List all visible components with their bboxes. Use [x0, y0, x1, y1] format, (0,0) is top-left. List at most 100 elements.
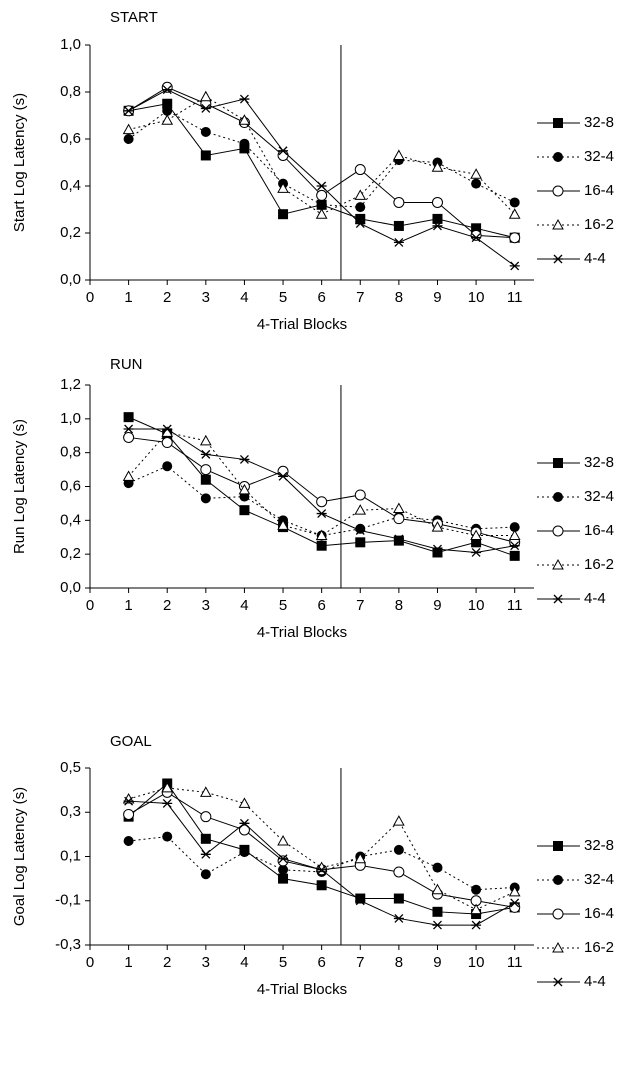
marker	[200, 493, 211, 504]
marker	[200, 126, 211, 137]
marker	[355, 526, 366, 535]
x-tick-label: 7	[356, 954, 364, 971]
x-tick-label: 2	[163, 954, 171, 971]
marker	[162, 424, 173, 434]
y-axis-label: Goal Log Latency (s)	[11, 787, 28, 926]
marker	[355, 219, 366, 229]
x-tick-label: 1	[124, 289, 132, 306]
legend-label: 16-2	[584, 216, 614, 233]
marker	[123, 431, 135, 443]
marker	[393, 196, 405, 208]
marker	[123, 836, 134, 847]
marker	[200, 833, 211, 844]
marker	[471, 223, 482, 234]
marker	[470, 229, 482, 241]
y-axis-label: Run Log Latency (s)	[11, 419, 28, 554]
marker	[432, 544, 443, 554]
y-tick-label: 1,2	[60, 376, 81, 393]
x-tick-label: 0	[86, 954, 94, 971]
marker	[471, 233, 482, 243]
marker	[162, 105, 173, 116]
marker	[354, 164, 366, 176]
x-axis-label: 4-Trial Blocks	[257, 624, 347, 641]
marker	[122, 470, 135, 481]
marker	[162, 98, 173, 109]
marker	[239, 138, 250, 149]
marker	[200, 811, 212, 823]
marker	[509, 522, 520, 533]
marker	[200, 449, 211, 459]
marker	[354, 189, 367, 200]
y-tick-label: 1,0	[60, 36, 81, 53]
marker	[471, 920, 482, 930]
x-tick-label: 1	[124, 954, 132, 971]
marker	[509, 898, 520, 908]
marker	[393, 866, 405, 878]
marker	[239, 505, 250, 516]
x-axis-label: 4-Trial Blocks	[257, 316, 347, 333]
marker	[393, 535, 404, 546]
marker	[123, 134, 134, 144]
marker	[393, 893, 404, 904]
marker	[239, 454, 250, 464]
legend-marker	[553, 841, 563, 851]
legend-label: 16-2	[584, 556, 614, 573]
marker	[393, 534, 404, 544]
legend-label: 16-4	[584, 905, 614, 922]
y-tick-label: 0,4	[60, 177, 81, 194]
marker	[316, 509, 327, 519]
marker	[199, 90, 212, 102]
x-tick-label: 11	[507, 289, 523, 306]
marker	[509, 541, 520, 551]
marker	[161, 437, 173, 449]
legend-label: 4-4	[584, 250, 606, 267]
marker	[200, 150, 211, 161]
marker	[431, 161, 444, 172]
y-tick-label: 0,3	[60, 803, 81, 820]
marker	[278, 854, 289, 864]
marker	[162, 85, 173, 95]
marker	[199, 786, 212, 797]
marker	[432, 547, 443, 558]
x-tick-label: 6	[317, 597, 325, 614]
legend-marker	[552, 185, 564, 197]
legend-marker	[553, 152, 563, 162]
marker	[239, 94, 250, 104]
marker	[239, 818, 250, 828]
series-line	[128, 89, 515, 267]
marker	[431, 196, 443, 208]
marker	[123, 796, 134, 806]
chart-title: START	[110, 9, 158, 26]
marker	[316, 496, 328, 508]
legend-marker	[552, 908, 564, 920]
marker	[122, 123, 135, 135]
marker	[278, 146, 289, 156]
marker	[199, 434, 212, 446]
x-tick-label: 8	[395, 289, 403, 306]
marker	[470, 903, 482, 915]
marker	[471, 884, 482, 895]
marker	[238, 797, 251, 808]
marker	[393, 513, 405, 525]
marker	[278, 471, 289, 481]
marker	[393, 220, 404, 231]
x-tick-label: 3	[202, 954, 210, 971]
marker	[316, 540, 327, 551]
marker	[355, 537, 366, 548]
x-tick-label: 6	[317, 954, 325, 971]
x-tick-label: 3	[202, 597, 210, 614]
legend-marker	[553, 458, 563, 468]
marker	[508, 885, 521, 897]
legend-marker	[553, 594, 563, 604]
legend-label: 32-8	[584, 114, 614, 131]
x-tick-label: 10	[468, 289, 485, 306]
series-line	[128, 836, 515, 891]
legend-label: 32-4	[584, 148, 614, 165]
x-tick-label: 7	[356, 289, 364, 306]
y-tick-label: 0,8	[60, 444, 81, 461]
marker	[393, 815, 405, 826]
x-tick-label: 5	[279, 289, 287, 306]
series-line	[128, 96, 516, 215]
marker	[277, 149, 289, 161]
marker	[355, 896, 366, 906]
